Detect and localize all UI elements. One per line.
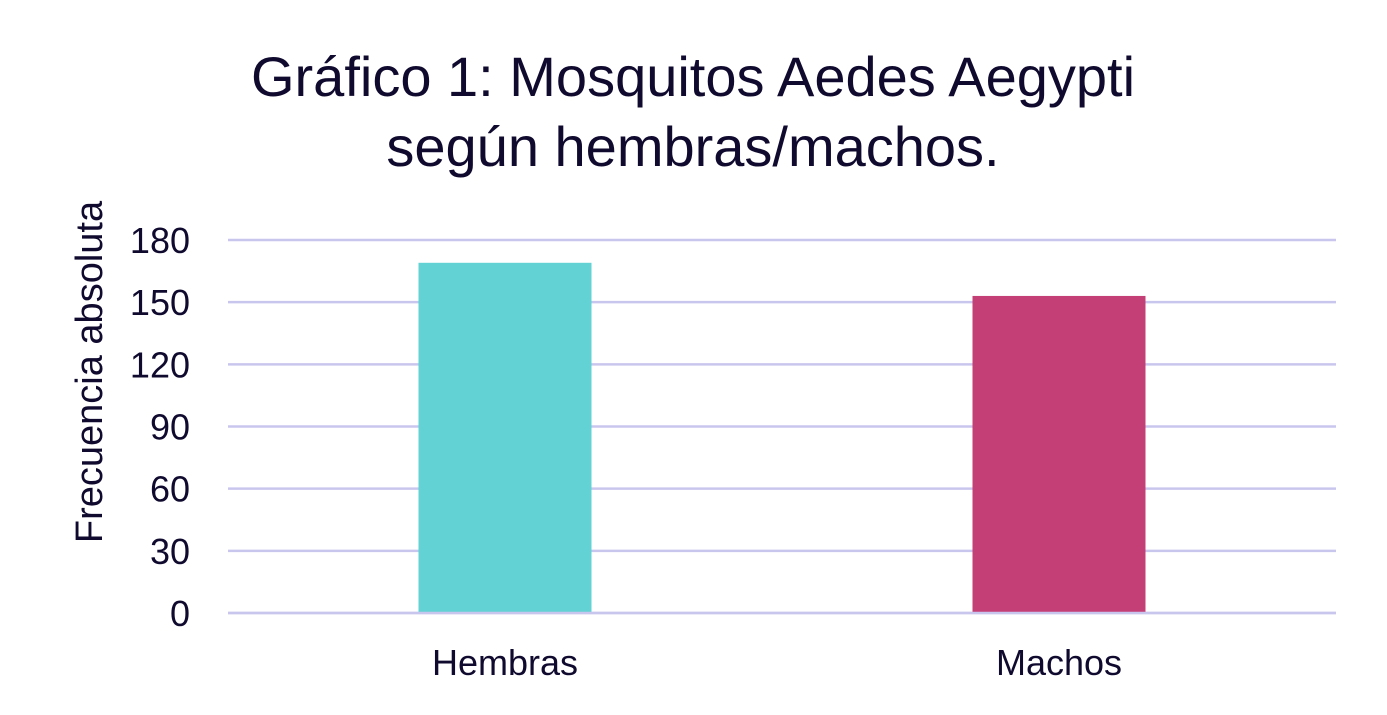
y-tick-labels: 0 30 60 90 120 150 180 [130,220,190,634]
y-tick-label: 30 [150,531,190,572]
x-category-label: Machos [996,642,1122,683]
y-tick-label: 90 [150,407,190,448]
y-axis-title: Frecuencia absoluta [69,200,111,543]
gridlines [228,238,1336,615]
y-tick-label: 60 [150,469,190,510]
bar-machos [972,295,1146,613]
x-category-labels: Hembras Machos [432,642,1122,683]
y-tick-label: 0 [170,593,190,634]
chart-title: Gráfico 1: Mosquitos Aedes Aegypti según… [251,45,1135,178]
x-category-label: Hembras [432,642,578,683]
y-tick-label: 180 [130,220,190,261]
bar-hembras [418,262,592,613]
y-tick-label: 150 [130,282,190,323]
y-tick-label: 120 [130,344,190,385]
chart-title-line-1: Gráfico 1: Mosquitos Aedes Aegypti [251,45,1135,108]
chart-title-line-2: según hembras/machos. [386,115,999,178]
bars [228,262,1336,615]
